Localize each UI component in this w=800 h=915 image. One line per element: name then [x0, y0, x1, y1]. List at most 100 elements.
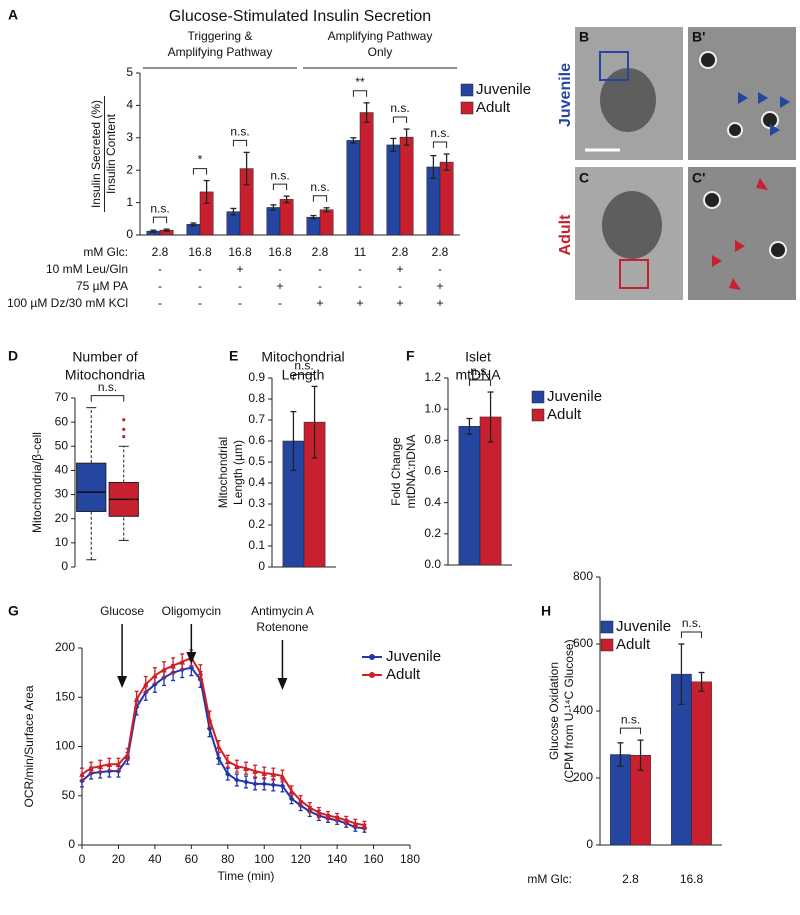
condition-sign: - [198, 296, 202, 310]
x-tick-label: 16.8 [680, 872, 704, 886]
chart-title: Mitochondria [65, 367, 145, 383]
significance-bracket [292, 373, 316, 381]
condition-sign: + [316, 296, 323, 310]
legend-label: Juvenile [616, 618, 671, 635]
y-tick-label: 0.2 [424, 526, 441, 540]
panel-label: D [8, 348, 18, 364]
x-tick-label: 11 [354, 245, 367, 259]
y-axis-label: Fold Change [389, 437, 403, 506]
point [334, 814, 340, 821]
legend-label: Adult [386, 666, 421, 683]
significance-bracket [192, 168, 208, 175]
legend-marker [369, 654, 375, 660]
y-axis-label: Glucose Oxidation [547, 662, 561, 760]
arrowheads [738, 92, 790, 136]
condition-label: 75 µM PA [76, 279, 128, 293]
y-tick-label: 10 [55, 535, 69, 549]
annotation: Oligomycin [162, 604, 221, 618]
y-tick-label: 0.8 [424, 433, 441, 447]
significance-label: n.s. [150, 201, 169, 215]
annotation-arrowhead [117, 676, 128, 688]
y-tick-label: 20 [55, 511, 69, 525]
y-axis-label: OCR/min/Surface Area [22, 685, 36, 807]
condition-sign: + [276, 279, 283, 293]
y-tick-label: 0 [68, 837, 75, 851]
point [261, 781, 268, 787]
x-tick-label: 16.8 [188, 245, 212, 259]
condition-sign: - [198, 262, 202, 276]
micrographs: B B' C C' Juvenile Adult [557, 27, 796, 300]
y-tick-label: 0.4 [424, 495, 441, 509]
significance-label: n.s. [270, 168, 289, 182]
legend-label: Adult [476, 99, 511, 116]
legend-marker [369, 672, 375, 678]
y-tick-label: 50 [55, 438, 69, 452]
inset-box [619, 259, 649, 289]
point [88, 765, 94, 771]
point [343, 817, 350, 824]
flier [122, 435, 126, 439]
x-tick-label: 20 [112, 852, 126, 866]
inset-box [599, 51, 629, 81]
point [270, 782, 277, 788]
y-tick-label: 800 [573, 569, 593, 583]
significance-bracket [232, 139, 248, 147]
condition-sign: - [238, 279, 242, 293]
point [215, 755, 222, 762]
y-axis-label: Insulin Content [104, 113, 118, 194]
annotation: Rotenone [256, 620, 308, 634]
significance-label: n.s. [98, 380, 117, 394]
y-tick-label: 400 [573, 703, 593, 717]
bar [386, 144, 401, 236]
group-label: Amplifying Pathway [168, 45, 273, 59]
bar [279, 199, 294, 236]
y-tick-label: 4 [126, 98, 133, 112]
point [361, 822, 368, 829]
group-label: Triggering & [188, 29, 253, 43]
point [79, 771, 85, 777]
panel-label: G [8, 603, 19, 619]
panel-label: C [579, 170, 589, 186]
point [279, 783, 286, 789]
y-tick-label: 100 [55, 739, 75, 753]
point [279, 773, 286, 779]
point [106, 761, 113, 768]
y-tick-label: 40 [55, 463, 69, 477]
y-tick-label: 5 [126, 65, 133, 79]
y-tick-label: 1 [126, 195, 133, 209]
x-tick-label: 2.8 [392, 245, 409, 259]
x-tick-label: 2.8 [152, 245, 169, 259]
bar [306, 216, 321, 236]
bar [458, 426, 481, 566]
y-tick-label: 0 [586, 837, 593, 851]
point [115, 768, 122, 774]
condition-sign: + [436, 279, 443, 293]
y-tick-label: 50 [62, 788, 76, 802]
chart-title: Glucose-Stimulated Insulin Secretion [169, 8, 431, 25]
series-line [81, 656, 365, 827]
group-label: Amplifying Pathway [328, 29, 433, 43]
point [306, 804, 313, 811]
x-tick-label: 160 [364, 852, 384, 866]
condition-sign: + [356, 296, 363, 310]
condition-sign: - [238, 296, 242, 310]
nucleus [600, 68, 656, 132]
point [206, 725, 213, 732]
significance-bracket [312, 195, 328, 202]
group-label: Only [368, 45, 393, 59]
point [316, 809, 322, 816]
point [297, 797, 304, 804]
granule [703, 191, 721, 209]
y-tick-label: 0 [258, 559, 265, 573]
y-tick-label: 200 [55, 640, 75, 654]
point [152, 672, 158, 679]
condition-sign: + [396, 296, 403, 310]
legend-label: Juvenile [547, 388, 602, 405]
significance-label: * [198, 153, 203, 167]
bar [610, 754, 631, 846]
chart-title: Number of [72, 349, 137, 365]
legend-swatch [531, 408, 545, 422]
y-tick-label: 0 [126, 227, 133, 241]
legend-swatch [600, 620, 614, 634]
